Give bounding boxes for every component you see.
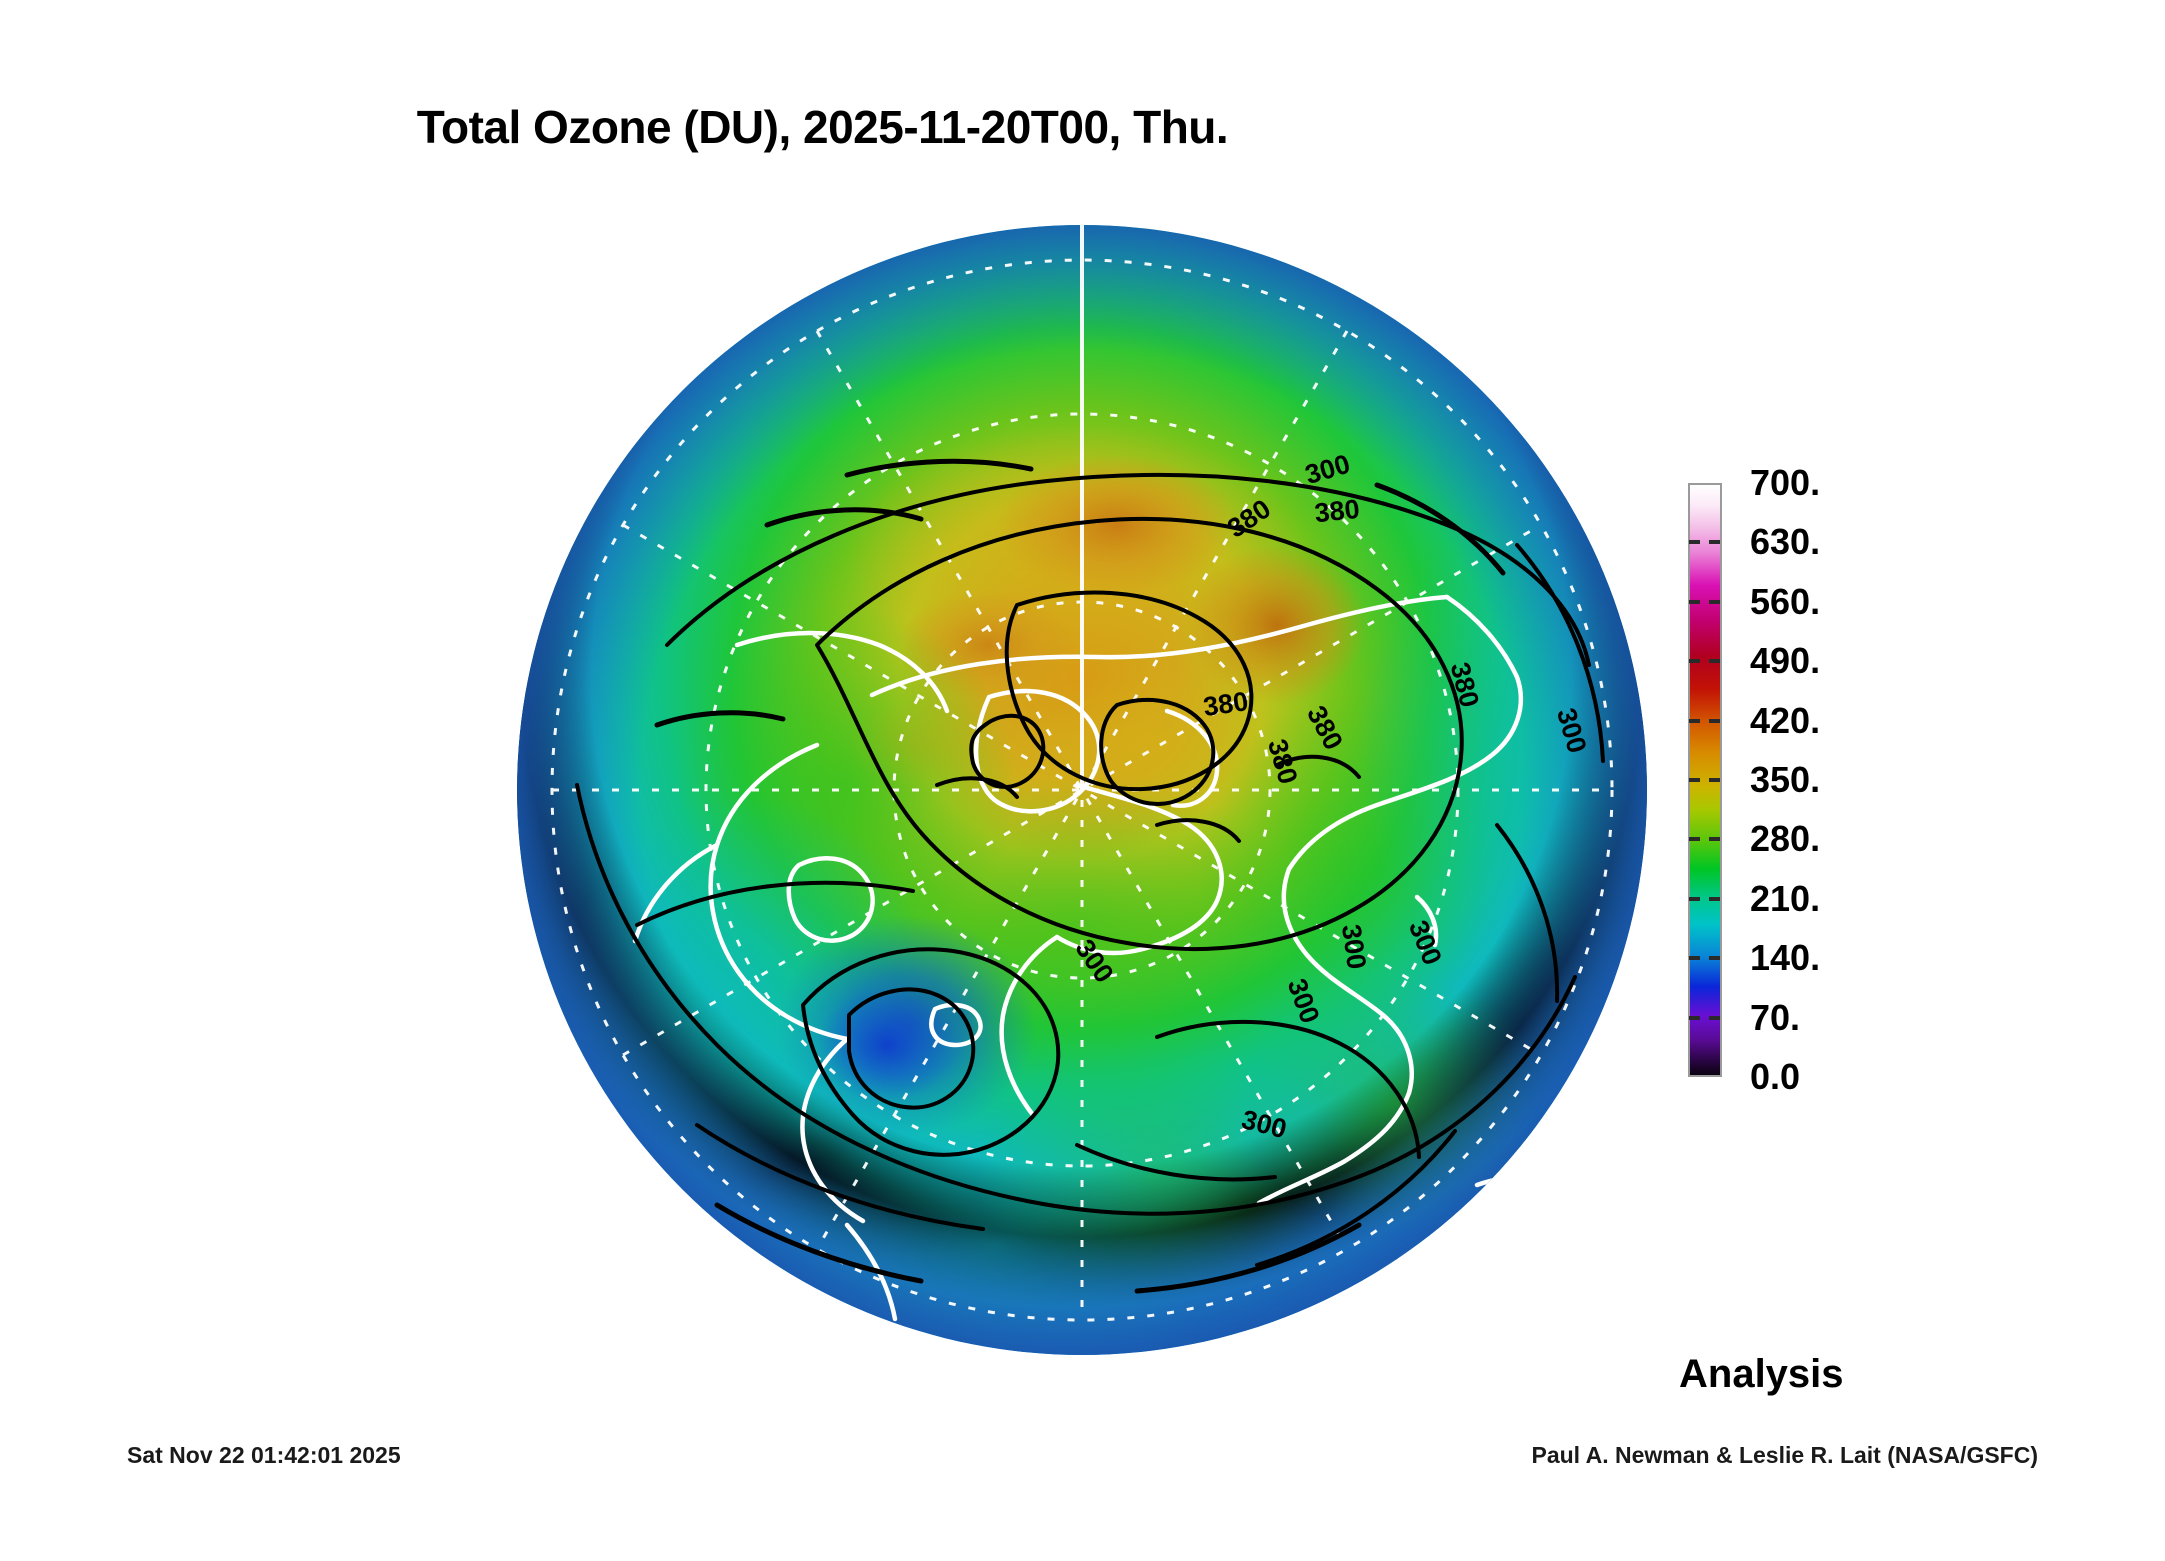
footer-timestamp: Sat Nov 22 01:42:01 2025	[127, 1442, 401, 1468]
colorbar-tick-label: 350.	[1750, 759, 1821, 800]
colorbar-tick	[1709, 778, 1720, 782]
colorbar-tick-label: 280.	[1750, 818, 1821, 860]
colorbar-tick-label: 490.	[1750, 640, 1821, 682]
colorbar-tick-label: 560.	[1750, 580, 1821, 622]
contour-value-label: 380	[1445, 659, 1485, 710]
page-title: Total Ozone (DU), 2025-11-20T00, Thu.	[416, 101, 1229, 153]
colorbar-tick-label: 140.	[1750, 937, 1821, 979]
colorbar-tick	[1709, 599, 1720, 604]
contour-value-label: 300	[1336, 922, 1372, 971]
colorbar-tick	[1709, 1015, 1720, 1020]
colorbar-tick	[1689, 659, 1700, 664]
colorbar-tick	[1689, 1015, 1700, 1020]
colorbar-tick	[1709, 540, 1720, 545]
contour-layer	[575, 458, 1605, 1294]
colorbar-tick-label: 210.	[1750, 877, 1821, 919]
contour-value-label: 380	[1262, 736, 1303, 788]
colorbar-tick	[1689, 778, 1700, 782]
colorbar-tick-label: 630.	[1750, 521, 1821, 563]
contour-value-label: 300	[1551, 705, 1592, 757]
ozone-field-layer	[517, 225, 1647, 1355]
footer-credit: Paul A. Newman & Leslie R. Lait (NASA/GS…	[1531, 1442, 2038, 1468]
colorbar-tick	[1709, 718, 1720, 723]
colorbar-tick-label: 0.0	[1750, 1056, 1801, 1097]
contour-value-label: 380	[1222, 494, 1276, 544]
colorbar-tick	[1709, 956, 1720, 961]
globe-disk: 300 380 380 380 380 380 380 300 300 300 300 300 300	[517, 225, 1647, 1355]
contour-value-label: 300	[1239, 1104, 1290, 1144]
contour-value-label: 300	[1403, 916, 1448, 969]
contour-value-label: 300	[1302, 449, 1354, 490]
contour-value-label: 300	[1069, 934, 1119, 988]
colorbar-tick	[1689, 896, 1700, 901]
contour-value-label: 380	[1313, 494, 1361, 529]
contour-value-label: 300	[1282, 975, 1326, 1028]
colorbar-tick	[1689, 837, 1700, 842]
graticule-layer	[550, 225, 1614, 1322]
colorbar-tick	[1709, 659, 1720, 664]
contour-value-label: 380	[1301, 701, 1349, 755]
colorbar-tick	[1689, 956, 1700, 961]
ozone-map-panel: 300 380 380 380 380 380 380 300 300 300 300 300 300	[517, 180, 1647, 1355]
ozone-field-svg	[517, 225, 1647, 1355]
colorbar-tick	[1689, 718, 1700, 723]
colorbar-tick-label: 420.	[1750, 699, 1821, 741]
colorbar-tick-label: 70.	[1750, 996, 1801, 1038]
ozone-colorbar: 700. 630. 560. 490. 420. 350. 280. 210. 140. 70. 0…	[1688, 462, 2108, 1097]
colorbar-tick-label: 700.	[1750, 462, 1821, 503]
contour-value-label: 380	[1201, 686, 1250, 722]
colorbar-tick	[1689, 599, 1700, 604]
colorbar-tick	[1709, 896, 1720, 901]
colorbar-tick	[1689, 540, 1700, 545]
analysis-label: Analysis	[1679, 1352, 1844, 1396]
coastline-layer	[632, 594, 1580, 1322]
colorbar-tick	[1709, 837, 1720, 842]
